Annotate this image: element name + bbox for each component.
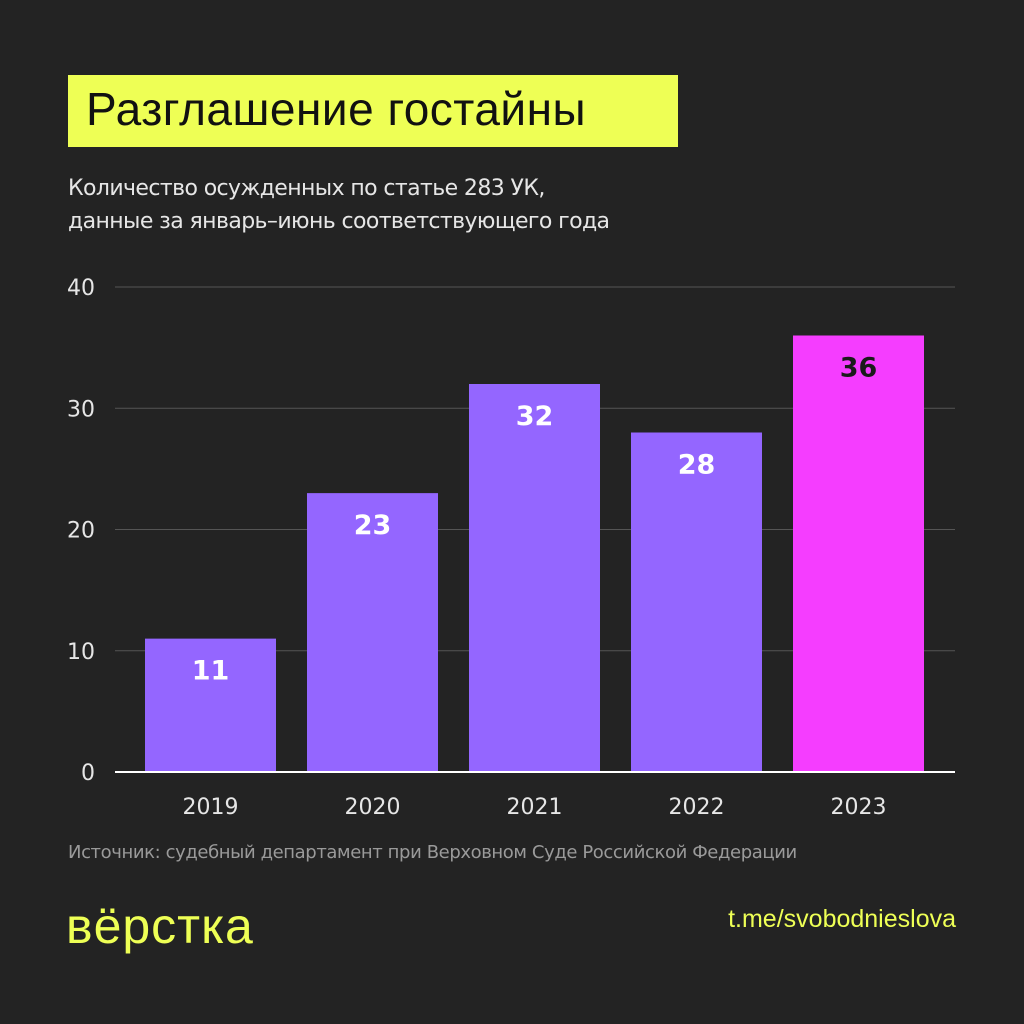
y-tick-label: 0 [81, 761, 95, 786]
data-label: 32 [516, 401, 554, 432]
bar-2020 [307, 493, 438, 772]
chart-title: Разглашение гостайны [86, 83, 587, 135]
x-tick-label: 2022 [669, 795, 725, 820]
y-tick-label: 10 [67, 640, 95, 665]
logo: вёрстка [66, 898, 254, 954]
data-label: 36 [840, 353, 878, 384]
data-label: 28 [678, 450, 716, 481]
y-tick-label: 20 [67, 519, 95, 544]
x-tick-label: 2021 [507, 795, 563, 820]
bar-2019 [145, 638, 276, 772]
data-label: 23 [354, 510, 392, 541]
channel-link[interactable]: t.me/svobodnieslova [728, 905, 956, 933]
bar-2023 [793, 335, 924, 772]
title-box: Разглашение гостайны [68, 75, 678, 147]
x-tick-label: 2019 [183, 795, 239, 820]
bar-2021 [469, 384, 600, 772]
source-note: Источник: судебный департамент при Верхо… [68, 842, 797, 863]
data-label: 11 [192, 656, 230, 687]
bar-2022 [631, 432, 762, 772]
subtitle-line-2: данные за январь–июнь соответствующего г… [68, 209, 610, 234]
chart-subtitle: Количество осужденных по статье 283 УК, … [68, 172, 610, 238]
x-tick-label: 2023 [831, 795, 887, 820]
y-tick-label: 40 [67, 276, 95, 301]
x-tick-label: 2020 [345, 795, 401, 820]
y-tick-label: 30 [67, 397, 95, 422]
subtitle-line-1: Количество осужденных по статье 283 УК, [68, 176, 545, 201]
